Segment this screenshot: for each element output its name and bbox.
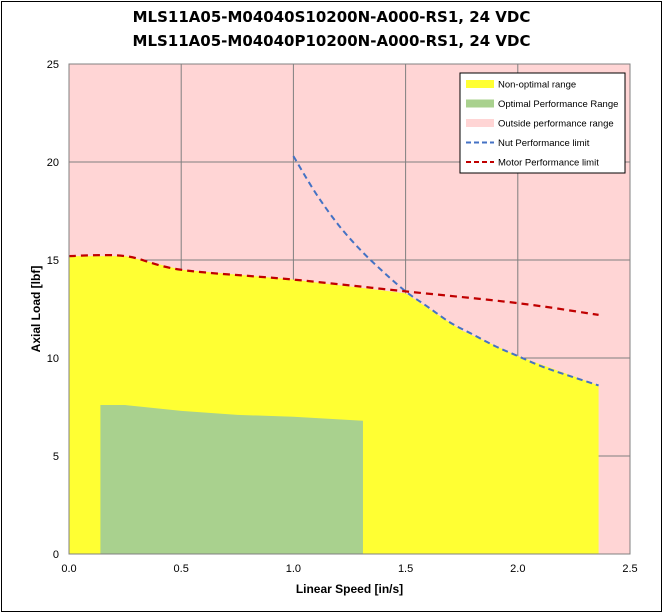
legend-label: Non-optimal range xyxy=(498,80,576,91)
chart-title-line-1: MLS11A05-M04040S10200N-A000-RS1, 24 VDC xyxy=(132,8,531,26)
chart-title-line-2: MLS11A05-M04040P10200N-A000-RS1, 24 VDC xyxy=(132,32,531,50)
y-axis-ticks: 0 5 10 15 20 25 xyxy=(47,59,59,561)
optimal-performance-range-area xyxy=(100,405,363,554)
motor-performance-limit-line xyxy=(68,253,599,316)
legend-label: Nut Performance limit xyxy=(498,138,590,149)
x-tick-label: 2.0 xyxy=(510,563,525,575)
y-tick-label: 25 xyxy=(47,59,59,71)
x-tick-label: 2.5 xyxy=(622,563,637,575)
y-tick-label: 20 xyxy=(47,157,59,169)
legend-label: Outside performance range xyxy=(498,119,614,130)
x-axis-label: Linear Speed [in/s] xyxy=(296,582,403,596)
legend-swatch xyxy=(466,99,494,108)
plot-area-border xyxy=(68,63,631,555)
x-tick-label: 1.5 xyxy=(398,563,413,575)
x-tick-label: 1.0 xyxy=(286,563,301,575)
x-tick-label: 0.5 xyxy=(174,563,189,575)
legend-label: Motor Performance limit xyxy=(498,158,599,169)
nut-performance-limit-line xyxy=(292,155,599,387)
x-axis-ticks: 0.0 0.5 1.0 1.5 2.0 2.5 xyxy=(61,563,637,575)
y-tick-label: 15 xyxy=(47,255,59,267)
x-tick-label: 0.0 xyxy=(61,563,76,575)
legend-label: Optimal Performance Range xyxy=(498,99,618,110)
y-tick-label: 10 xyxy=(47,353,59,365)
legend-swatch xyxy=(466,119,494,127)
y-axis-label: Axial Load [lbf] xyxy=(29,266,43,353)
legend-swatch xyxy=(466,80,494,88)
y-tick-label: 0 xyxy=(53,549,59,561)
legend: Non-optimal range Optimal Performance Ran… xyxy=(459,72,626,174)
y-tick-label: 5 xyxy=(53,451,59,463)
